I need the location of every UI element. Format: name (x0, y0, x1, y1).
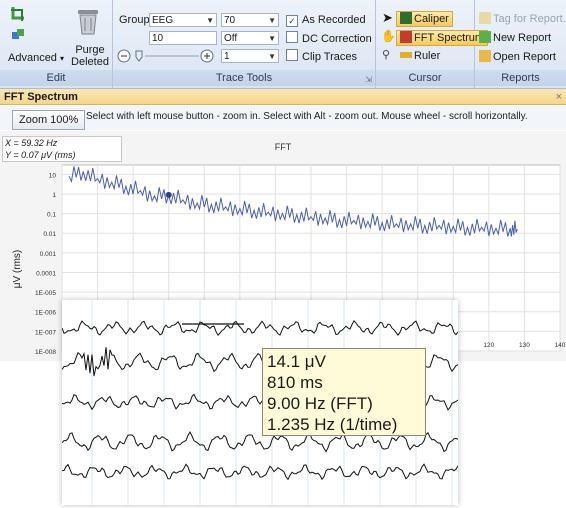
cursor-readout: X = 59.32 Hz Y = 0.07 μV (rms) (2, 136, 122, 162)
reports-group: Tag for Report... New Report Open Report… (475, 0, 566, 88)
eeg-trace (61, 319, 459, 337)
crop-icon[interactable] (10, 6, 26, 22)
clip-traces-checkbox[interactable]: Clip Traces (286, 49, 357, 64)
y-tick-label: 1E-005 (35, 290, 56, 297)
chevron-down-icon: ▼ (268, 34, 276, 43)
eeg-trace (61, 463, 459, 481)
eeg-trace (61, 430, 459, 453)
new-report-button[interactable]: New Report (479, 31, 551, 45)
caliper-icon (400, 12, 412, 24)
edit-group: Advanced ▾ Purge Deleted Edit (0, 0, 113, 88)
as-recorded-checkbox[interactable]: ✓ As Recorded (286, 13, 366, 27)
series-line (68, 166, 518, 237)
close-icon[interactable]: × (555, 91, 562, 103)
x-tick-label: 140 (555, 342, 566, 349)
y-tick-label: 10 (49, 172, 57, 179)
tooltip-fft-frequency: 9.00 Hz (FFT) (267, 394, 373, 413)
x-tick-labels: 120 130 140 (483, 342, 565, 349)
hand-icon[interactable]: ✋ (381, 29, 396, 43)
chevron-down-icon: ▼ (268, 52, 276, 61)
y-tick-label: 0.01 (43, 231, 56, 238)
y-tick-labels: 10 1 0.1 0.01 0.001 0.0001 1E-005 1E-006 1E-007 1… (35, 172, 56, 356)
trash-icon[interactable] (75, 6, 101, 36)
cursor-group: ➤ ✋ ⚲ Caliper FFT Spectrum Ruler Cursor (376, 0, 489, 88)
chart-title: FFT (274, 142, 292, 152)
sensitivity-select[interactable]: 70 ▼ (221, 13, 279, 27)
y-axis-label: μV (rms) (12, 250, 23, 289)
readout-y: Y = 0.07 μV (rms) (5, 150, 76, 160)
y-tick-label: 1E-006 (35, 310, 56, 317)
chevron-down-icon: ▼ (268, 16, 276, 25)
trace-tools-group: Group EEG ▼ 10 70 ▼ Off ▼ 1 ▼ ✓ As Recorded D… (113, 0, 376, 88)
pointer-icon[interactable]: ➤ (382, 10, 393, 25)
cursor-marker[interactable] (165, 191, 172, 198)
dc-correction-checkbox[interactable]: DC Correction (286, 31, 372, 46)
ribbon: Advanced ▾ Purge Deleted Edit Group EEG ▼… (0, 0, 566, 89)
new-report-icon (479, 31, 491, 43)
amplitude-field[interactable]: 10 (149, 31, 217, 45)
chevron-down-icon: ▼ (206, 16, 214, 25)
panel-title: FFT Spectrum × (0, 89, 566, 105)
group-select[interactable]: EEG ▼ (149, 13, 217, 27)
group-label: Group (119, 14, 150, 26)
zoom-slider[interactable] (117, 48, 217, 64)
timebase-select[interactable]: 1 ▼ (221, 49, 279, 63)
x-tick-label: 130 (519, 342, 530, 349)
open-report-button[interactable]: Open Report (479, 50, 556, 64)
advanced-button[interactable]: Advanced ▾ (8, 52, 65, 64)
y-tick-label: 0.0001 (36, 270, 56, 277)
trace-tools-group-label: Trace Tools (113, 70, 375, 86)
dialog-launcher-icon[interactable]: ⇲ (365, 75, 372, 84)
caliper-button[interactable]: Caliper (396, 11, 453, 27)
y-tick-label: 1 (52, 192, 56, 199)
readout-x: X = 59.32 Hz (5, 138, 58, 148)
zoom-icon[interactable]: ⚲ (382, 49, 391, 61)
chevron-down-icon: ▾ (60, 54, 65, 63)
x-tick-label: 120 (483, 342, 494, 349)
folder-icon (479, 50, 491, 62)
pin-icon[interactable] (10, 28, 26, 44)
purge-deleted-button[interactable]: Purge Deleted (71, 44, 109, 68)
y-tick-label: 0.001 (40, 251, 57, 258)
y-tick-label: 0.1 (47, 212, 56, 219)
tag-for-report-button[interactable]: Tag for Report... (479, 12, 566, 26)
usage-hint: Select with left mouse button - zoom in.… (86, 111, 528, 122)
tooltip-duration: 810 ms (267, 373, 323, 392)
measurement-tooltip: 14.1 μV 810 ms 9.00 Hz (FFT) 1.235 Hz (1… (262, 348, 426, 436)
spectrum-icon (400, 31, 412, 43)
y-tick-label: 1E-008 (35, 349, 56, 356)
ruler-button[interactable]: Ruler (400, 49, 440, 63)
filter-select[interactable]: Off ▼ (221, 31, 279, 45)
checkmark-icon: ✓ (286, 15, 298, 27)
tag-icon (479, 12, 491, 24)
tooltip-time-frequency: 1.235 Hz (1/time) (267, 415, 398, 434)
reports-group-label: Reports (475, 70, 566, 86)
panel-toolbar: Zoom 100% Select with left mouse button … (0, 106, 566, 130)
cursor-group-label: Cursor (376, 70, 474, 86)
ruler-icon (400, 52, 412, 58)
eeg-traces (61, 300, 459, 505)
y-tick-label: 1E-007 (35, 329, 56, 336)
edit-group-label: Edit (0, 70, 112, 86)
tooltip-amplitude: 14.1 μV (267, 352, 326, 371)
zoom-100-button[interactable]: Zoom 100% (12, 110, 86, 130)
fft-spectrum-button[interactable]: FFT Spectrum (396, 30, 489, 46)
